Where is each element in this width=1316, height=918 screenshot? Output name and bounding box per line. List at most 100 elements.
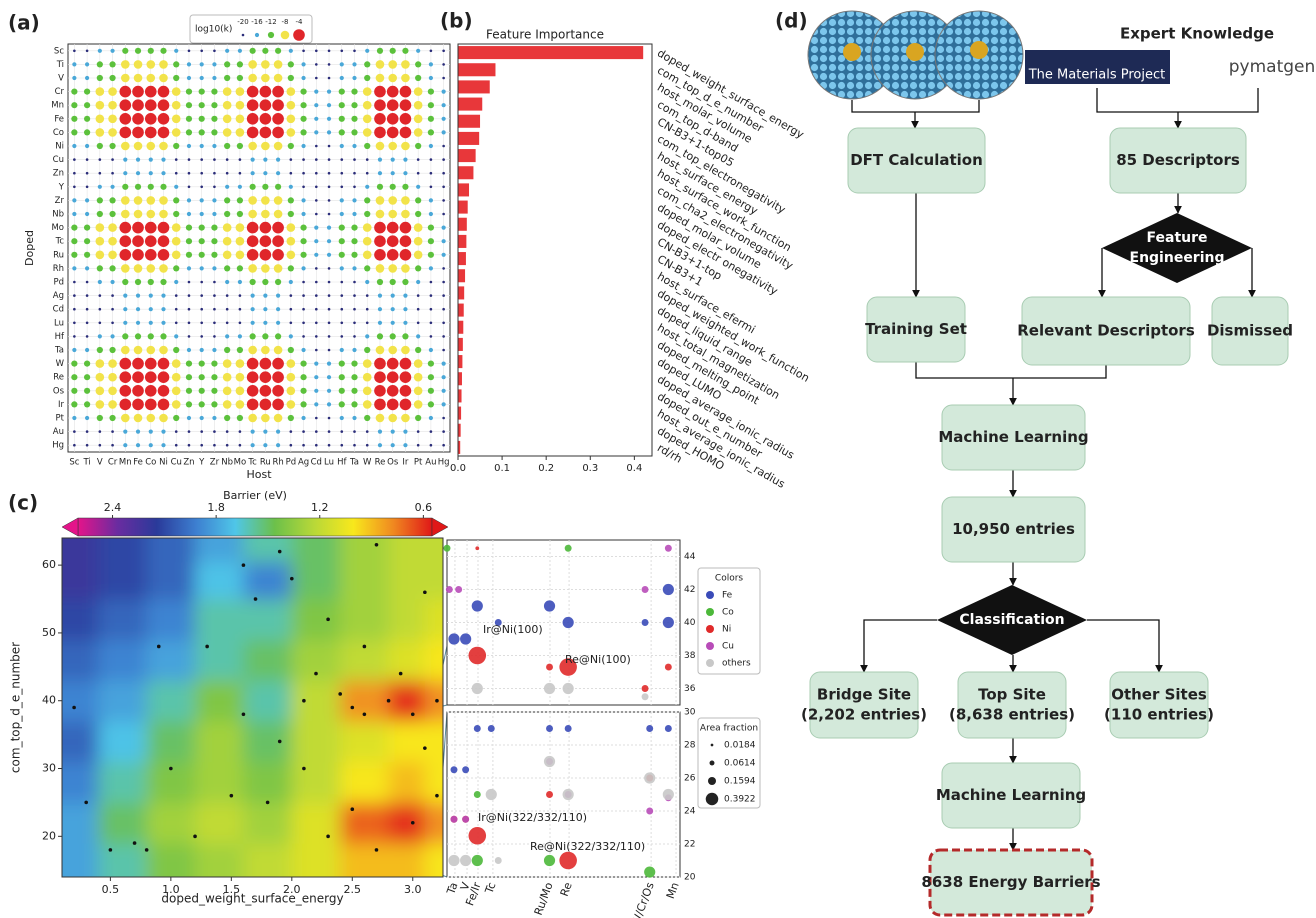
bubble [148, 307, 153, 312]
bubble [413, 128, 423, 137]
bubble [402, 47, 409, 54]
x-tick-label: Mo [234, 458, 247, 468]
bubble [365, 158, 369, 161]
bubble [157, 249, 170, 261]
bubble [237, 279, 242, 285]
bubble [338, 401, 345, 408]
bubble [133, 60, 143, 69]
x-tick-label: Ru/Mo [532, 880, 556, 917]
bubble [198, 115, 205, 122]
bubble [72, 266, 77, 271]
bubble [73, 321, 76, 325]
node-label: Machine Learning [938, 428, 1088, 446]
y-tick-label: V [58, 74, 64, 84]
bubble [250, 429, 255, 434]
bubble [200, 335, 203, 338]
bubble [122, 278, 129, 286]
bubble [375, 345, 385, 355]
bubble [362, 372, 372, 382]
bubble [222, 114, 232, 124]
bubble [340, 307, 344, 311]
bubble [364, 265, 371, 272]
point [471, 682, 483, 695]
bubble [108, 250, 117, 260]
bubble [353, 430, 356, 433]
bubble [235, 386, 245, 396]
bar [458, 131, 480, 145]
contour-cell [424, 538, 443, 563]
bubble [213, 430, 216, 433]
node-label: Other Sites [1111, 686, 1207, 704]
bubble [98, 171, 102, 175]
bubble [338, 374, 345, 381]
bubble [71, 360, 78, 367]
bubble [121, 413, 130, 423]
bubble [263, 443, 268, 448]
bubble [213, 321, 216, 325]
bubble [213, 307, 216, 311]
bubble [276, 307, 281, 312]
bubble [259, 235, 272, 247]
bubble [259, 85, 272, 98]
bubble [146, 196, 156, 205]
bubble [95, 236, 105, 246]
contour-cell [195, 599, 244, 641]
bubble [119, 126, 132, 139]
bubble [132, 235, 144, 247]
y-tick-label: 44 [684, 552, 696, 562]
bubble [390, 171, 395, 176]
bubble [132, 113, 144, 125]
legend-swatch [254, 32, 260, 38]
bubble [97, 334, 102, 339]
bubble [84, 251, 91, 258]
bubble [259, 385, 272, 397]
point [641, 685, 649, 692]
bubble [374, 235, 386, 247]
bubble [375, 60, 385, 69]
bubble [72, 143, 77, 149]
point [646, 807, 654, 815]
bubble [246, 371, 259, 384]
bubble [300, 102, 307, 109]
sample-point [132, 841, 137, 845]
bubble [160, 47, 167, 54]
bubble [225, 171, 229, 175]
bar [458, 320, 464, 334]
bubble [326, 252, 332, 257]
bubble [261, 196, 270, 205]
contour-cell [243, 802, 293, 844]
bubble [135, 293, 141, 298]
bubble [119, 85, 132, 98]
bar [458, 217, 467, 231]
bubble [442, 49, 445, 53]
bubble [374, 99, 386, 111]
bubble [171, 114, 181, 124]
bubble [351, 401, 358, 408]
node-label: Dismissed [1207, 322, 1293, 340]
bubble [185, 238, 193, 245]
contour-cell [424, 761, 443, 803]
bubble [212, 415, 217, 421]
bubble [213, 443, 216, 447]
point [543, 755, 556, 768]
legend-swatch [293, 29, 305, 41]
bubble [98, 443, 102, 447]
bubble [402, 333, 409, 340]
x-tick-label: W/Cr/Os [629, 880, 657, 918]
bubble [84, 88, 91, 95]
bubble [122, 183, 129, 190]
bubble [262, 278, 269, 286]
bubble [85, 62, 90, 67]
contour-cell [98, 561, 148, 600]
contour-cell [340, 561, 390, 600]
bubble [273, 196, 283, 205]
bubble [287, 197, 294, 204]
bubble [262, 333, 269, 340]
bubble [429, 335, 433, 338]
bubble [144, 126, 157, 139]
bubble [238, 430, 242, 433]
bubble [427, 360, 434, 367]
bubble [340, 294, 344, 297]
bubble [121, 209, 130, 219]
bubble [276, 293, 281, 298]
